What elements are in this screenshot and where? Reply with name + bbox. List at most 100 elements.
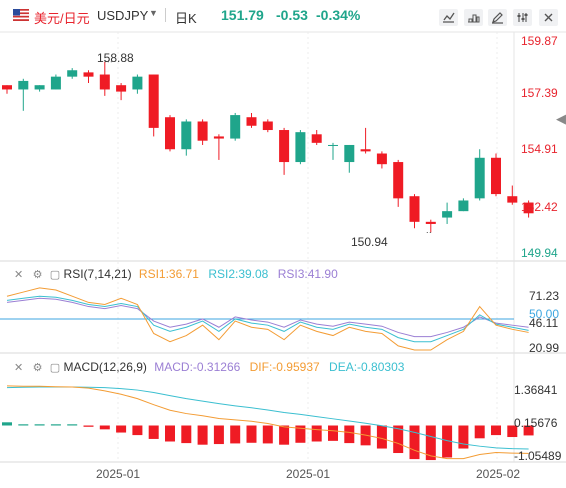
macd-histogram-bar [409,425,420,460]
settings-icon [517,13,528,22]
macd-histogram-bar [311,425,322,442]
collapse-icon[interactable]: ✕ [14,362,24,374]
candle-body [393,162,404,199]
timeframe-label[interactable]: 日K [175,11,197,26]
macd-histogram-bar [18,424,29,426]
macd-header: ✕ ⚙ ▢ MACD(12,26,9) MACD:-0.31266 DIF:-0… [14,360,404,374]
candle-body [148,74,159,128]
rsi3-line [6,297,529,338]
chart-tool-button[interactable] [439,9,458,26]
candle-body [523,202,534,214]
dea-line [6,386,529,450]
macd-histogram-bar [2,422,12,426]
collapse-arrow-icon[interactable]: ◀ [556,111,566,126]
x-axis-label: 2025-01 [96,467,141,481]
macd-histogram-bar [148,425,159,439]
candle-body [458,200,469,212]
macd-histogram-bar [230,425,241,444]
dif-line [6,385,529,460]
macd-histogram-bar [132,425,143,436]
macd-histogram-bar [507,425,518,438]
price-change-pct: -0.34% [316,7,361,23]
candle-body [279,130,290,163]
macd-histogram-bar [458,425,469,449]
pair-symbol[interactable]: USDJPY [97,8,149,23]
settings-button[interactable] [513,9,532,26]
macd-histogram-bar [279,425,290,445]
price-axis-label: 159.87 [521,34,558,48]
settings-icon[interactable]: ⚙ [32,269,43,281]
candle-body [181,121,192,150]
rsi2-line [6,295,529,343]
price-change: -0.53 [276,7,308,23]
macd-value: MACD:-0.31266 [154,360,241,374]
draw-icon [492,12,503,24]
low-price-label: 150.94 [351,235,388,249]
chart-type-button[interactable] [464,9,483,26]
candle-body [67,70,78,77]
macd-histogram-bar [213,425,224,445]
macd-title: MACD(12,26,9) [63,360,147,374]
candle-body [376,153,387,165]
rsi3-value: RSI3:41.90 [277,267,338,281]
price-axis-label: 157.39 [521,86,558,100]
macd-histogram-bar [295,425,306,443]
symbol-dropdown-icon[interactable]: ▼ [149,8,158,18]
box-icon[interactable]: ▢ [49,362,61,374]
rsi-header: ✕ ⚙ ▢ RSI(7,14,21) RSI1:36.71 RSI2:39.08… [14,267,338,281]
rsi-title: RSI(7,14,21) [63,267,132,281]
dif-value: DIF:-0.95937 [249,360,320,374]
dea-value: DEA:-0.80303 [329,360,405,374]
rsi1-line [6,287,529,351]
rsi-axis-label: 50.00 [529,307,560,321]
candle-body [360,149,371,152]
candle-body [311,134,322,143]
candle-body [83,72,94,77]
macd-histogram-bar [425,425,436,461]
candle-body [230,115,241,139]
close-icon [544,13,553,22]
header-bar: 美元/日元 USDJPY ▼ 日K 151.79 -0.53 -0.34% [0,0,566,32]
close-button[interactable] [539,9,558,26]
macd-histogram-bar [116,425,127,433]
candle-body [2,85,12,90]
high-price-label: 158.88 [97,51,134,65]
candle-body [197,121,208,141]
draw-button[interactable] [488,9,507,26]
x-axis-label: 2025-01 [286,467,331,481]
macd-histogram-bar [246,425,257,443]
macd-histogram-bar [99,425,110,430]
macd-histogram-bar [34,424,45,426]
price-axis-label: 152.42 [521,200,558,214]
macd-histogram-bar [181,425,192,444]
box-icon[interactable]: ▢ [49,269,61,281]
candle-body [328,144,338,146]
macd-histogram-bar [474,425,485,439]
candle-body [295,132,306,163]
candle-body [116,85,127,92]
price-axis-label: 149.94 [521,246,558,260]
macd-histogram-bar [328,425,338,441]
us-flag-icon [13,9,29,21]
macd-histogram-bar [50,424,61,426]
rsi-axis-label: 20.99 [529,341,560,355]
collapse-icon[interactable]: ✕ [14,269,24,281]
divider [165,8,166,22]
candle-body [99,74,110,90]
candle-body [491,157,501,195]
candle-body [213,136,224,139]
x-axis-label: 2025-02 [476,467,521,481]
settings-icon[interactable]: ⚙ [32,362,43,374]
chart-type-icon [468,14,480,23]
macd-histogram-bar [523,425,534,436]
candle-body [507,196,518,203]
candle-body [18,80,29,90]
pair-name-cn[interactable]: 美元/日元 [34,11,90,26]
macd-axis-label: 0.15676 [514,416,558,430]
macd-histogram-bar [344,425,355,444]
rsi-axis-label: 71.23 [529,289,560,303]
macd-histogram-bar [165,425,175,442]
macd-histogram-bar [491,425,501,436]
candle-body [246,117,257,126]
